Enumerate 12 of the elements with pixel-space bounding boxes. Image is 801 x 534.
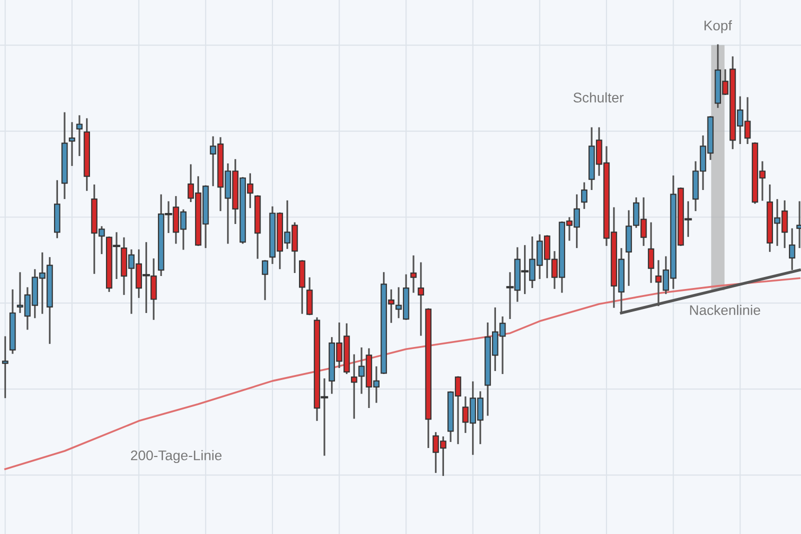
candlestick bbox=[76, 115, 83, 156]
candlestick bbox=[581, 182, 588, 209]
candlestick bbox=[68, 122, 76, 166]
candlestick bbox=[262, 260, 268, 300]
candlestick bbox=[2, 336, 8, 398]
candlestick bbox=[418, 262, 424, 336]
text: Kopf bbox=[704, 20, 732, 34]
candlestick bbox=[648, 222, 654, 283]
annotation: 200-Tage-Linie bbox=[130, 450, 222, 464]
annotation: Nackenlinie bbox=[690, 304, 760, 316]
candlestick bbox=[410, 255, 417, 293]
annotation: Schulter bbox=[574, 92, 624, 103]
